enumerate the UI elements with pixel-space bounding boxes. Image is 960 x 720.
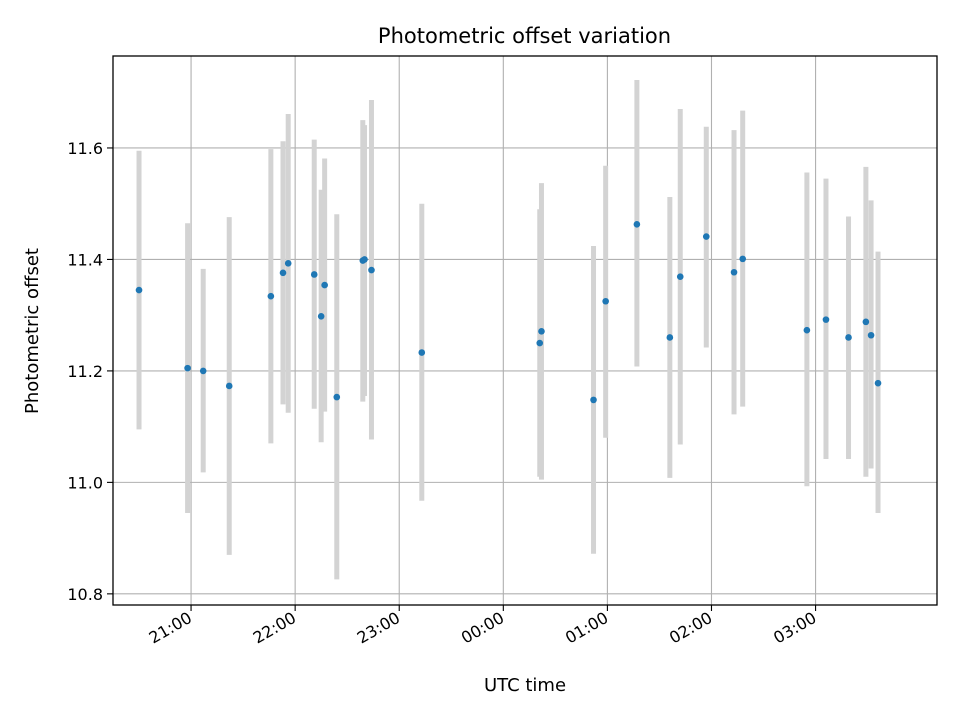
y-tick-label: 11.0 <box>67 473 103 492</box>
data-point <box>279 269 287 277</box>
data-point <box>874 379 882 387</box>
data-point <box>633 221 641 228</box>
data-point <box>666 334 674 341</box>
data-point <box>368 266 375 274</box>
y-tick-label: 11.6 <box>67 139 103 158</box>
data-point <box>730 268 738 276</box>
data-point <box>862 318 870 326</box>
y-axis: 10.8 11.0 11.2 11.4 11.6 <box>67 139 113 604</box>
data-points <box>135 221 882 404</box>
data-point <box>321 281 328 289</box>
data-point <box>676 273 684 281</box>
data-point <box>135 286 143 294</box>
data-point <box>538 328 545 335</box>
data-point <box>418 349 426 356</box>
data-point <box>536 339 544 347</box>
data-point <box>803 326 811 334</box>
data-point <box>310 271 318 278</box>
data-point <box>184 364 191 372</box>
data-point <box>739 255 747 263</box>
data-point <box>602 297 609 305</box>
data-point <box>317 312 325 320</box>
y-tick-label: 10.8 <box>67 585 103 604</box>
plot-area-frame <box>112 55 938 606</box>
data-point <box>845 334 852 341</box>
chart-title: Photometric offset variation <box>378 24 671 48</box>
data-point <box>867 331 875 339</box>
data-point <box>822 316 830 323</box>
y-tick-label: 11.2 <box>67 362 103 381</box>
data-point <box>590 396 597 404</box>
y-axis-title: Photometric offset <box>22 248 43 414</box>
data-point <box>333 393 341 401</box>
x-axis-title: UTC time <box>484 675 566 696</box>
data-point <box>284 260 292 267</box>
data-point <box>267 292 275 300</box>
data-point <box>361 256 368 263</box>
data-point <box>702 233 710 240</box>
y-tick-label: 11.4 <box>67 250 103 269</box>
data-point <box>225 382 233 390</box>
data-point <box>199 367 207 375</box>
